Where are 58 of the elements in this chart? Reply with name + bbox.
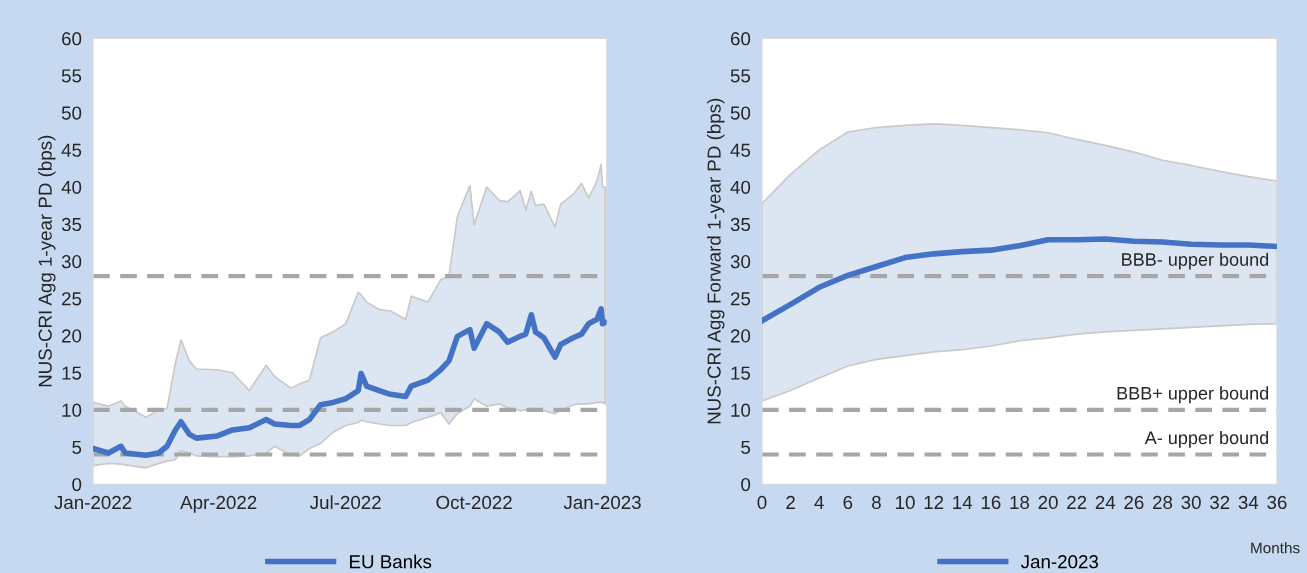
y-tick-label: 20 xyxy=(62,329,82,343)
x-tick-label: Jul-2022 xyxy=(310,495,381,510)
x-tick-label: 18 xyxy=(1010,495,1030,510)
x-tick-label: 10 xyxy=(896,495,915,510)
y-tick-label: 55 xyxy=(730,69,751,83)
y-tick-label: 45 xyxy=(61,143,82,157)
y-tick-label: 5 xyxy=(72,440,82,455)
y-tick-label: 50 xyxy=(730,106,751,120)
y-tick-label: 25 xyxy=(730,292,751,306)
ref-line-label: BBB- upper bound xyxy=(1122,252,1269,270)
x-tick-label: 0 xyxy=(757,495,767,510)
y-tick-label: 5 xyxy=(741,440,751,455)
x-axis-title: Months xyxy=(1251,542,1300,554)
y-tick-label: 30 xyxy=(61,254,82,269)
x-tick-label: 6 xyxy=(843,495,853,510)
x-tick-label: Jan-2022 xyxy=(54,495,132,510)
y-tick-label: 50 xyxy=(61,106,82,120)
y-tick-label: 0 xyxy=(741,477,751,492)
x-tick-label: 16 xyxy=(981,495,1001,510)
y-tick-label: 0 xyxy=(72,477,82,492)
x-tick-label: 12 xyxy=(924,495,944,509)
legend-label: Jan-2023 xyxy=(1020,555,1099,569)
x-tick-label: Oct-2022 xyxy=(436,495,512,510)
y-tick-label: 15 xyxy=(731,366,751,380)
x-tick-label: 36 xyxy=(1267,495,1287,510)
y-tick-label: 35 xyxy=(61,217,82,232)
x-tick-label: 4 xyxy=(814,495,824,509)
y-tick-label: 15 xyxy=(62,366,82,380)
ref-line-label: A- upper bound xyxy=(1144,430,1269,448)
y-tick-label: 40 xyxy=(730,180,751,194)
y-tick-label: 40 xyxy=(61,180,82,194)
x-tick-label: 34 xyxy=(1238,495,1259,510)
y-axis-title: NUS-CRI Agg 1-year PD (bps) xyxy=(38,135,56,387)
y-tick-label: 20 xyxy=(730,329,751,343)
x-tick-label: 14 xyxy=(953,495,973,509)
x-tick-label: Jan-2023 xyxy=(563,495,641,510)
x-tick-label: 8 xyxy=(872,495,881,510)
x-tick-label: 32 xyxy=(1210,495,1230,510)
y-tick-label: 55 xyxy=(61,69,82,83)
x-tick-label: 20 xyxy=(1038,495,1058,510)
y-tick-label: 60 xyxy=(62,32,82,46)
x-tick-label: 30 xyxy=(1181,495,1201,510)
x-tick-label: 26 xyxy=(1124,495,1144,510)
x-tick-label: 24 xyxy=(1095,495,1116,509)
ref-line-label: BBB+ upper bound xyxy=(1117,386,1269,404)
y-tick-label: 35 xyxy=(730,217,751,232)
x-tick-label: 2 xyxy=(786,495,795,509)
y-tick-label: 10 xyxy=(731,403,751,417)
y-axis-title: NUS-CRI Agg Forward 1-year PD (bps) xyxy=(706,98,725,424)
legend-label: EU Banks xyxy=(350,554,432,569)
y-tick-label: 30 xyxy=(730,254,751,269)
x-tick-label: 22 xyxy=(1067,495,1087,509)
y-tick-label: 60 xyxy=(730,32,751,46)
x-tick-label: Apr-2022 xyxy=(180,495,257,513)
y-tick-label: 25 xyxy=(62,292,82,306)
y-tick-label: 45 xyxy=(730,143,751,157)
x-tick-label: 28 xyxy=(1153,495,1173,510)
y-tick-label: 10 xyxy=(62,403,82,417)
